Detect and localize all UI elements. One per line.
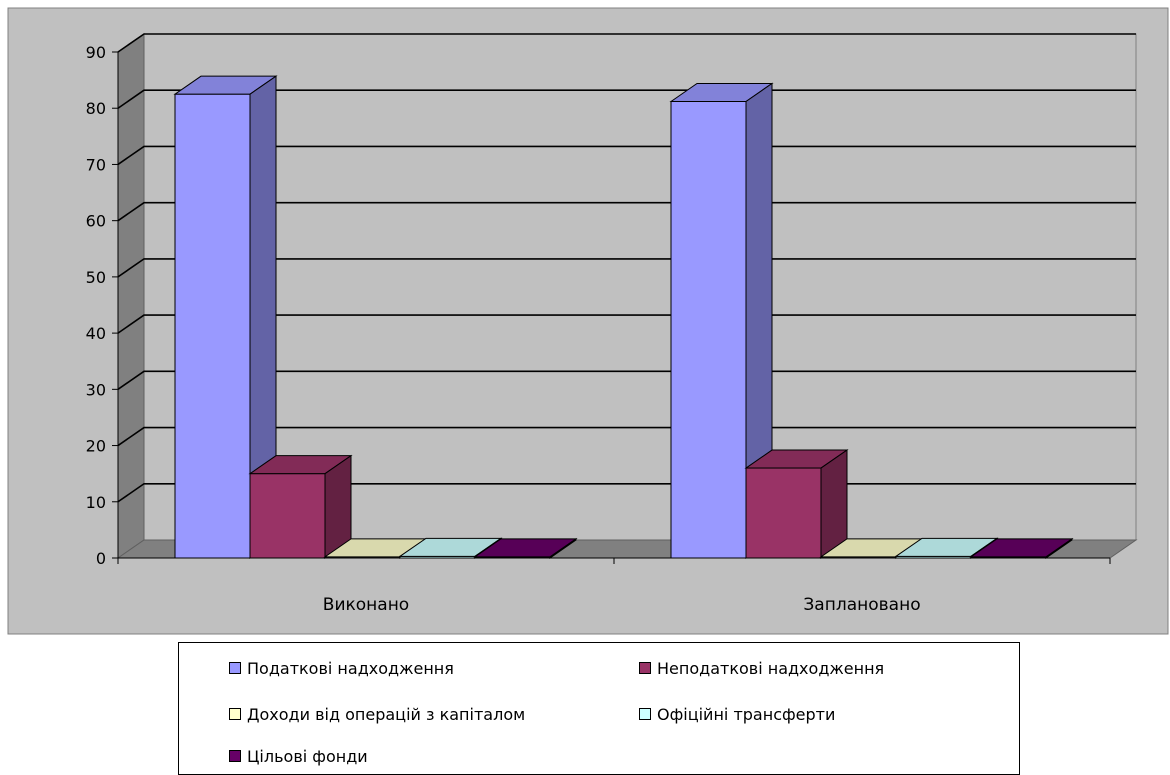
gridline — [117, 426, 1136, 447]
bar — [669, 82, 774, 559]
legend-label: Неподаткові надходження — [657, 658, 885, 678]
y-tick-label: 70 — [86, 155, 106, 174]
y-tick-label: 20 — [86, 437, 106, 456]
gridline — [117, 89, 1136, 109]
legend-item: Податкові надходження — [229, 657, 454, 679]
x-axis-labels: Виконано Заплановано — [117, 557, 1111, 615]
legend-label: Офіційні трансферти — [657, 704, 836, 724]
bar — [173, 75, 278, 559]
legend-label: Податкові надходження — [247, 658, 454, 678]
legend-label: Цільові фонди — [247, 746, 368, 766]
bars — [173, 75, 1074, 559]
gridline — [117, 258, 1136, 278]
y-tick-label: 30 — [86, 380, 106, 399]
legend-swatch — [229, 750, 241, 762]
legend-swatch — [639, 662, 651, 674]
y-tick-label: 40 — [86, 324, 106, 343]
legend-label: Доходи від операцій з капіталом — [247, 704, 526, 724]
bar-chart-3d: 0 10 20 30 40 50 60 70 80 90 Виконано Заплановано — [7, 7, 1169, 635]
side-wall — [117, 33, 145, 559]
y-tick-label: 50 — [86, 268, 106, 287]
gridline — [117, 33, 1136, 53]
legend-swatch — [229, 662, 241, 674]
y-tick-label: 60 — [86, 212, 106, 231]
y-tick-label: 0 — [96, 549, 106, 568]
bar-front — [249, 473, 326, 559]
legend-item: Цільові фонди — [229, 745, 368, 767]
bar — [969, 537, 1074, 559]
legend-item: Доходи від операцій з капіталом — [229, 703, 525, 725]
gridline — [117, 145, 1136, 166]
bar — [744, 449, 849, 559]
y-tick-label: 10 — [86, 493, 106, 512]
bar — [248, 454, 353, 559]
gridline — [117, 370, 1136, 390]
bar-front — [670, 100, 747, 559]
x-category-label: Виконано — [323, 595, 409, 615]
legend-swatch — [639, 708, 651, 720]
bar-front — [174, 93, 251, 559]
chart-area: 0 10 20 30 40 50 60 70 80 90 Виконано Заплановано — [7, 7, 1169, 635]
legend-swatch — [229, 708, 241, 720]
legend-item: Неподаткові надходження — [639, 657, 884, 679]
y-tick-label: 80 — [86, 99, 106, 118]
gridline — [117, 314, 1136, 334]
y-tick-label: 90 — [86, 43, 106, 62]
gridline — [117, 201, 1136, 222]
y-axis-ticks: 0 10 20 30 40 50 60 70 80 90 — [86, 43, 119, 568]
legend: Податкові надходження Неподаткові надходж… — [178, 642, 1020, 775]
legend-item: Офіційні трансферти — [639, 703, 835, 725]
x-category-label: Заплановано — [803, 595, 920, 615]
bar-front — [745, 467, 822, 559]
